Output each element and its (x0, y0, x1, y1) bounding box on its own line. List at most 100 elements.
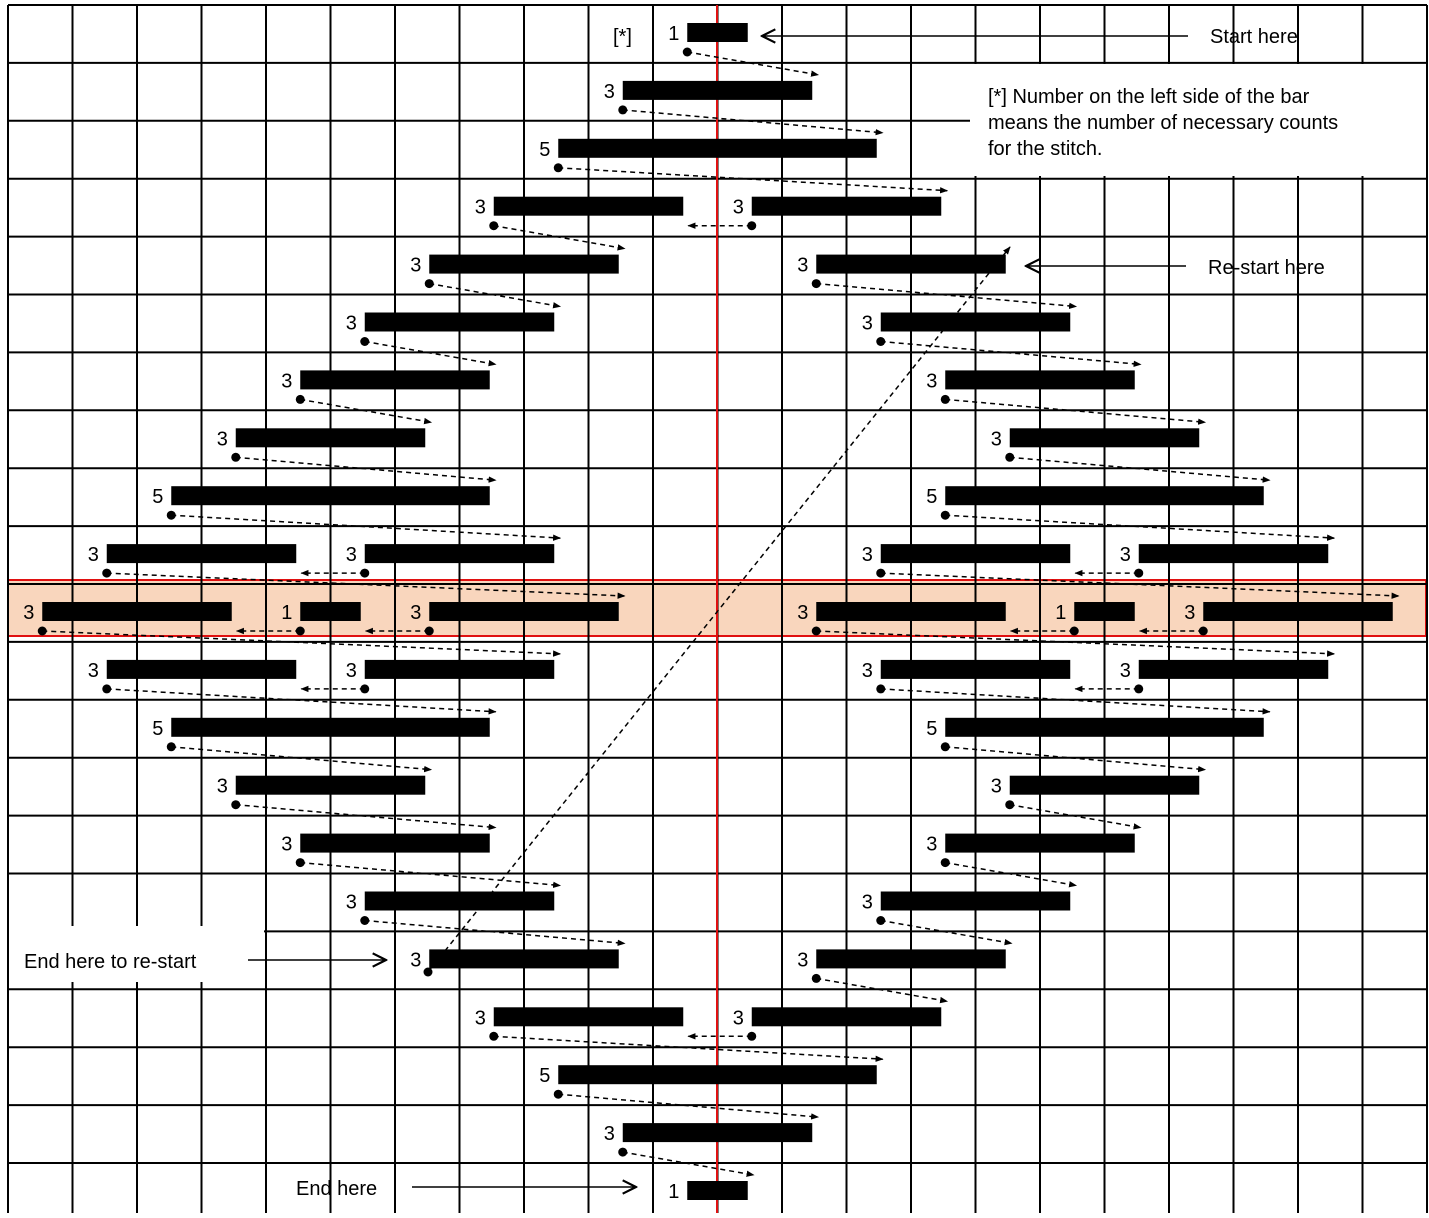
stitch-travel-path (880, 919, 1013, 946)
stitch-bar (429, 254, 619, 274)
stitch-start-point (811, 626, 821, 636)
stitch-start-point (489, 1031, 499, 1041)
stitch-start-point (360, 684, 370, 694)
stitch-travel-path (622, 109, 884, 136)
stitch-count: 3 (281, 834, 292, 856)
stitch-travel-path (171, 746, 433, 773)
stitch-bar (429, 949, 619, 969)
stitch-travel-path (816, 977, 949, 1004)
stitch-start-point (1005, 452, 1015, 462)
stitch-start-point (360, 337, 370, 346)
stitch-count: 3 (1120, 660, 1131, 682)
stitch-travel-path (880, 572, 1400, 599)
stitch-count: 3 (346, 544, 357, 566)
stitch-travel-path (816, 282, 1078, 310)
stitch-bar (1138, 659, 1329, 679)
stitch-start-point (360, 568, 370, 578)
stitch-start-point (940, 510, 950, 520)
stitch-count: 3 (862, 892, 873, 914)
stitch-count: 5 (152, 486, 163, 508)
stitch-bar (751, 196, 942, 216)
stitch-bar (171, 717, 490, 737)
stitch-start-point (295, 626, 305, 636)
stitch-count: 5 (539, 139, 550, 161)
note-line-1: [*] Number on the left side of the bar (988, 86, 1310, 108)
note-marker: [*] (613, 26, 632, 48)
stitch-bar (945, 833, 1135, 853)
stitch-travel-path (1009, 803, 1142, 830)
stitch-count: 3 (475, 1007, 486, 1029)
end-label: End here (296, 1178, 377, 1200)
stitch-start-point (102, 684, 112, 694)
start-label: Start here (1210, 26, 1298, 48)
stitch-bar (42, 602, 232, 621)
stitch-bar (816, 602, 1006, 621)
stitch-travel-path (622, 1151, 755, 1177)
stitch-bar (880, 544, 1071, 564)
stitch-count: 3 (281, 370, 292, 392)
stitch-start-point (102, 568, 112, 578)
note-background (970, 64, 1426, 176)
stitch-count: 5 (152, 718, 163, 740)
stitch-start-point (876, 684, 886, 694)
stitch-travel-path (106, 688, 497, 715)
stitch-travel-path (880, 688, 1271, 715)
stitch-bars (42, 23, 1393, 1200)
stitch-bar (751, 1007, 942, 1027)
stitch-start-point (811, 973, 821, 983)
stitch-bar (235, 775, 426, 795)
stitch-count: 1 (668, 23, 679, 45)
stitch-start-point (876, 337, 886, 346)
stitch-count: 3 (797, 602, 808, 624)
stitch-travel-path (42, 630, 562, 657)
stitch-travel-path (687, 51, 820, 77)
stitch-start-point (747, 221, 757, 231)
stitch-bar (880, 659, 1071, 679)
stitch-bar (1138, 544, 1329, 564)
stitch-travel-path (171, 514, 562, 541)
stitch-travel-path (493, 1035, 884, 1062)
stitch-count: 3 (88, 544, 99, 566)
stitch-travel-path (364, 340, 497, 367)
stitch-count: 3 (346, 892, 357, 914)
stitch-start-point (295, 858, 305, 868)
stitch-count: 3 (346, 660, 357, 682)
stitch-paths (37, 47, 1400, 1177)
stitch-start-point (231, 800, 241, 810)
stitch-count: 1 (668, 1181, 679, 1203)
stitch-start-point (618, 1147, 628, 1157)
stitch-bar (493, 196, 684, 216)
stitch-travel-path (106, 572, 626, 599)
stitch-bar (364, 659, 555, 679)
stitch-bar (364, 312, 555, 332)
stitch-bar (364, 544, 555, 564)
stitch-bar (171, 486, 490, 506)
stitch-bar (1074, 602, 1135, 621)
stitch-travel-path (300, 861, 562, 889)
stitch-count: 3 (991, 428, 1002, 450)
stitch-counts: 1 3 5 3 3 3 3 3 3 3 3 3 3 5 5 3 3 3 3 3 1 3 3 1 3 3 3 3 3 5 5 3 3 3 3 3 3 3 3 3… (23, 23, 1195, 1203)
stitch-count: 3 (862, 313, 873, 335)
stitch-start-point (1134, 568, 1144, 578)
stitch-travel-path (558, 1093, 820, 1120)
stitch-bar (816, 949, 1006, 969)
stitch-bar (945, 486, 1264, 506)
stitch-travel-path (945, 514, 1336, 541)
stitch-bar (364, 891, 555, 911)
stitch-travel-path (235, 456, 497, 483)
stitch-bar (622, 1123, 813, 1143)
stitch-count: 3 (991, 776, 1002, 798)
stitch-bar (816, 254, 1006, 274)
stitch-bar (880, 312, 1071, 332)
stitch-bar (1009, 428, 1200, 448)
stitch-count: 3 (733, 1007, 744, 1029)
stitch-count: 3 (23, 602, 34, 624)
stitch-start-point (166, 510, 176, 520)
stitch-count: 3 (88, 660, 99, 682)
stitch-start-point (37, 626, 47, 636)
stitch-travel-path (945, 398, 1207, 425)
stitch-travel-path (429, 282, 562, 309)
stitch-start-point (424, 279, 434, 289)
